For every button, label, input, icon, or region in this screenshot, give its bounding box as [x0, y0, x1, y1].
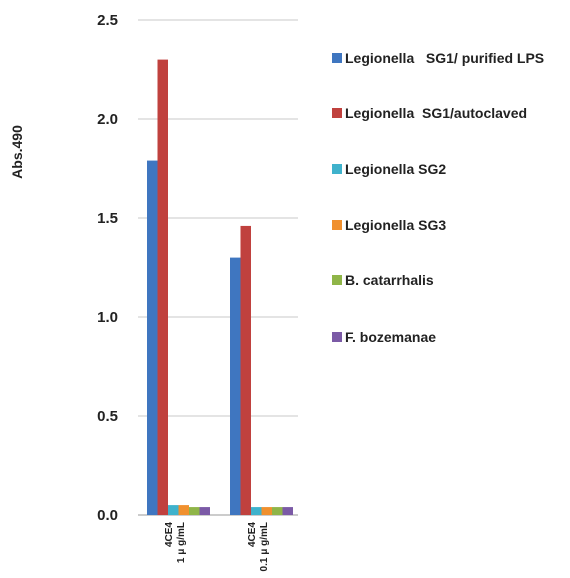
category-label: 4CE4 1 μ g/mL	[164, 522, 187, 564]
y-axis-label: Abs.490	[9, 125, 25, 179]
y-tick-label: 1.0	[97, 309, 118, 326]
category-label-line2: 1 μ g/mL	[176, 522, 187, 563]
legend-swatch	[332, 275, 342, 285]
legend-item: Legionella SG2	[332, 161, 446, 177]
legend-label: Legionella SG3	[345, 217, 446, 233]
legend-swatch	[332, 53, 342, 63]
legend-swatch	[332, 332, 342, 342]
legend-item: Legionella SG1/autoclaved	[332, 105, 527, 121]
y-axis-ticks: 0.0 0.5 1.0 1.5 2.0 2.5	[97, 12, 118, 524]
bars	[147, 59, 293, 516]
y-tick-label: 0.5	[97, 408, 118, 425]
bar	[261, 507, 272, 515]
bar	[240, 225, 251, 516]
bar	[251, 507, 262, 515]
bar	[147, 160, 158, 515]
legend-item: B. catarrhalis	[332, 272, 434, 288]
legend: Legionella SG1/ purified LPS Legionella S…	[332, 50, 544, 345]
legend-label: Legionella SG2	[345, 161, 446, 177]
bar	[272, 507, 283, 515]
legend-swatch	[332, 108, 342, 118]
legend-item: F. bozemanae	[332, 329, 436, 345]
y-tick-label: 1.5	[97, 210, 118, 227]
bar	[168, 505, 179, 515]
category-labels: 4CE4 1 μ g/mL 4CE4 0.1 μ g/mL	[164, 522, 270, 572]
category-label-line2: 0.1 μ g/mL	[259, 522, 270, 571]
bar	[199, 507, 210, 515]
y-tick-label: 0.0	[97, 507, 118, 524]
legend-label: Legionella SG1/ purified LPS	[345, 50, 544, 66]
legend-label: Legionella SG1/autoclaved	[345, 105, 527, 121]
bar	[189, 507, 200, 515]
legend-item: Legionella SG1/ purified LPS	[332, 50, 544, 66]
bar	[178, 505, 189, 515]
bar	[230, 257, 241, 515]
legend-swatch	[332, 220, 342, 230]
y-tick-label: 2.5	[97, 12, 118, 29]
bar	[157, 59, 168, 515]
category-label-line1: 4CE4	[164, 522, 175, 547]
bar	[282, 507, 293, 515]
legend-item: Legionella SG3	[332, 217, 446, 233]
category-label-line1: 4CE4	[247, 522, 258, 547]
category-label: 4CE4 0.1 μ g/mL	[247, 522, 270, 572]
legend-label: F. bozemanae	[345, 329, 436, 345]
legend-label: B. catarrhalis	[345, 272, 434, 288]
legend-swatch	[332, 164, 342, 174]
y-tick-label: 2.0	[97, 111, 118, 128]
